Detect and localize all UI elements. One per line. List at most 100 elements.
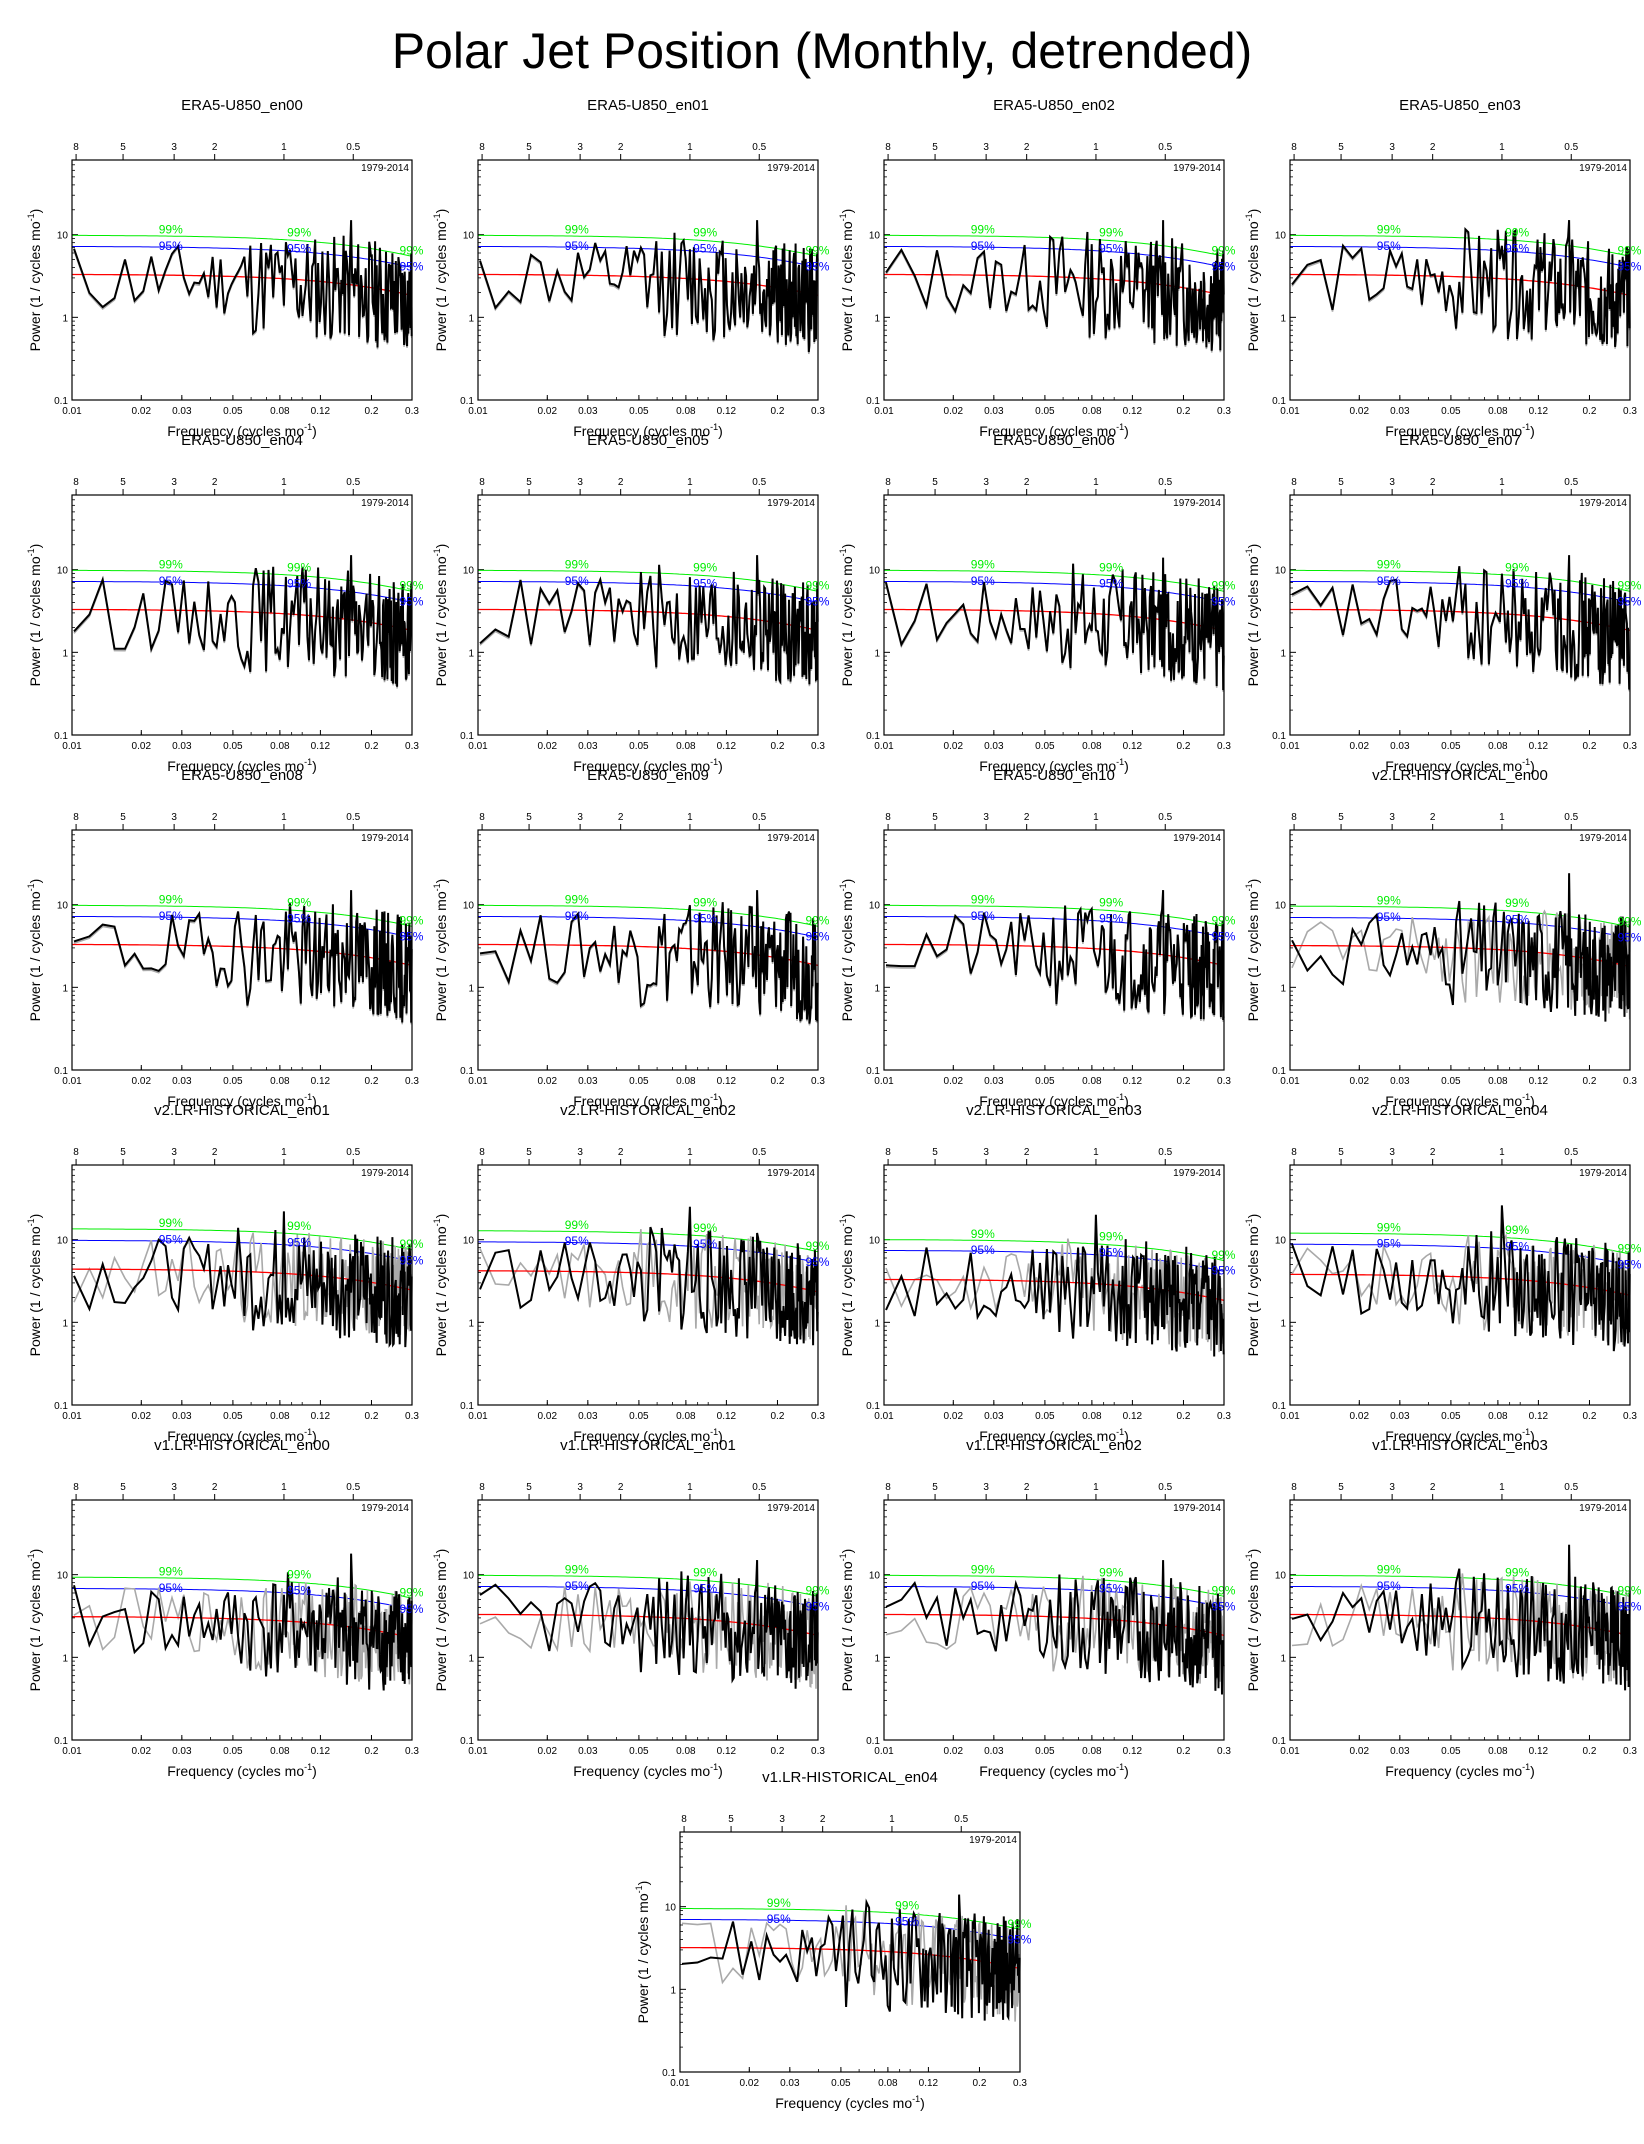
spectrum-line	[73, 890, 413, 1023]
x-tick-label: 0.03	[984, 1411, 1004, 1422]
top-tick-label: 3	[1389, 812, 1395, 823]
x-tick-label: 0.08	[270, 1411, 290, 1422]
panel-title: v2.LR-HISTORICAL_en02	[560, 1102, 736, 1119]
top-tick-label: 3	[983, 1482, 989, 1493]
x-axis-label: Frequency (cycles mo-1)	[1385, 757, 1535, 774]
period-label: 1979-2014	[361, 1503, 409, 1514]
top-tick-label: 3	[577, 1147, 583, 1158]
plot-frame	[1289, 1164, 1631, 1406]
top-tick-label: 2	[1430, 477, 1436, 488]
y-axis-label: Power (1 / cycles mo-1)	[26, 544, 43, 687]
confidence-label: 95%	[565, 574, 589, 588]
top-tick-label: 5	[120, 142, 126, 153]
x-tick-label: 0.08	[878, 2078, 898, 2089]
top-tick-label: 0.5	[752, 142, 766, 153]
x-axis-label: Frequency (cycles mo-1)	[573, 422, 723, 439]
x-tick-label: 0.2	[771, 1411, 785, 1422]
top-tick-label: 3	[1389, 142, 1395, 153]
y-axis-label: Power (1 / cycles mo-1)	[838, 544, 855, 687]
red-noise-line	[1290, 608, 1631, 632]
x-tick-label: 0.01	[468, 406, 488, 417]
y-tick-label: 1	[1280, 648, 1286, 659]
period-label: 1979-2014	[361, 163, 409, 174]
x-tick-label: 0.3	[405, 1076, 419, 1087]
y-tick-label: 10	[869, 566, 881, 577]
panel-title: ERA5-U850_en01	[587, 97, 709, 114]
y-tick-label: 0.1	[54, 731, 68, 742]
x-tick-label: 0.02	[132, 406, 152, 417]
top-tick-label: 8	[885, 1147, 891, 1158]
top-tick-label: 1	[281, 142, 287, 153]
panel-title: v1.LR-HISTORICAL_en04	[762, 1769, 938, 1786]
y-tick-label: 0.1	[866, 731, 880, 742]
spectrum-panel: v2.LR-HISTORICAL_en00 8 5 3 2 1 0.5 1979-2014 0.…	[1220, 760, 1644, 1135]
y-axis-label: Power (1 / cycles mo-1)	[838, 1549, 855, 1692]
confidence-label: 95%	[1505, 576, 1529, 590]
top-tick-label: 1	[889, 1814, 895, 1825]
confidence-95-line	[884, 581, 1225, 603]
spectrum-line	[885, 557, 1225, 691]
top-tick-label: 8	[885, 142, 891, 153]
x-tick-label: 0.02	[1350, 1746, 1370, 1757]
spectrum-line	[885, 220, 1225, 351]
x-tick-label: 0.03	[172, 1746, 192, 1757]
y-axis-label: Power (1 / cycles mo-1)	[838, 209, 855, 352]
top-tick-label: 1	[1093, 477, 1099, 488]
x-tick-label: 0.03	[578, 1411, 598, 1422]
x-tick-label: 0.05	[1035, 1746, 1055, 1757]
spectrum-panel: v1.LR-HISTORICAL_en04 8 5 3 2 1 0.5 1979-2014 0.…	[610, 1762, 1040, 2137]
x-tick-label: 0.05	[223, 1746, 243, 1757]
top-tick-label: 0.5	[1564, 1147, 1578, 1158]
plot-frame	[1289, 1499, 1631, 1741]
top-tick-label: 8	[73, 1147, 79, 1158]
red-noise-line	[1290, 944, 1631, 968]
x-tick-label: 0.08	[1082, 1746, 1102, 1757]
x-tick-label: 0.3	[405, 406, 419, 417]
period-label: 1979-2014	[1579, 1503, 1627, 1514]
confidence-label: 95%	[287, 911, 311, 925]
plot-frame	[1289, 159, 1631, 401]
x-axis-label: Frequency (cycles mo-1)	[167, 1092, 317, 1109]
top-tick-label: 0.5	[1158, 1482, 1172, 1493]
x-tick-label: 0.3	[405, 741, 419, 752]
top-tick-label: 8	[479, 812, 485, 823]
x-tick-label: 0.02	[1350, 1076, 1370, 1087]
top-tick-label: 0.5	[1564, 142, 1578, 153]
confidence-label: 99%	[1377, 1563, 1401, 1577]
y-tick-label: 10	[57, 901, 69, 912]
x-tick-label: 0.02	[1350, 1411, 1370, 1422]
x-tick-label: 0.12	[717, 406, 737, 417]
top-tick-label: 2	[1024, 1482, 1030, 1493]
confidence-label: 99%	[693, 225, 717, 239]
panel-title: ERA5-U850_en05	[587, 432, 709, 449]
confidence-label: 95%	[565, 1234, 589, 1248]
panel-title: v2.LR-HISTORICAL_en04	[1372, 1102, 1548, 1119]
top-tick-label: 0.5	[1158, 1147, 1172, 1158]
spectrum-panel: ERA5-U850_en09 8 5 3 2 1 0.5 1979-2014 0.01 0.02 0…	[408, 760, 838, 1135]
period-label: 1979-2014	[767, 833, 815, 844]
confidence-label: 99%	[1505, 1565, 1529, 1579]
spectrum-panel: ERA5-U850_en10 8 5 3 2 1 0.5 1979-2014 0.01 0.02 0…	[814, 760, 1244, 1135]
top-tick-label: 3	[983, 142, 989, 153]
confidence-label: 99%	[693, 895, 717, 909]
top-tick-label: 2	[618, 1482, 624, 1493]
x-tick-label: 0.02	[538, 406, 558, 417]
confidence-label: 99%	[287, 225, 311, 239]
confidence-label: 99%	[1505, 225, 1529, 239]
confidence-label: 99%	[565, 1563, 589, 1577]
x-tick-label: 0.02	[944, 1411, 964, 1422]
x-tick-label: 0.12	[1529, 1411, 1549, 1422]
x-tick-label: 0.12	[1123, 1076, 1143, 1087]
x-tick-label: 0.2	[365, 1076, 379, 1087]
top-tick-label: 5	[526, 142, 532, 153]
y-tick-label: 1	[874, 313, 880, 324]
top-tick-label: 2	[820, 1814, 826, 1825]
confidence-label: 99%	[565, 223, 589, 237]
confidence-label: 95%	[565, 1579, 589, 1593]
confidence-label: 95%	[1099, 241, 1123, 255]
panel-title: v2.LR-HISTORICAL_en01	[154, 1102, 330, 1119]
confidence-label: 95%	[1099, 576, 1123, 590]
x-tick-label: 0.03	[578, 1746, 598, 1757]
x-tick-label: 0.12	[311, 1076, 331, 1087]
